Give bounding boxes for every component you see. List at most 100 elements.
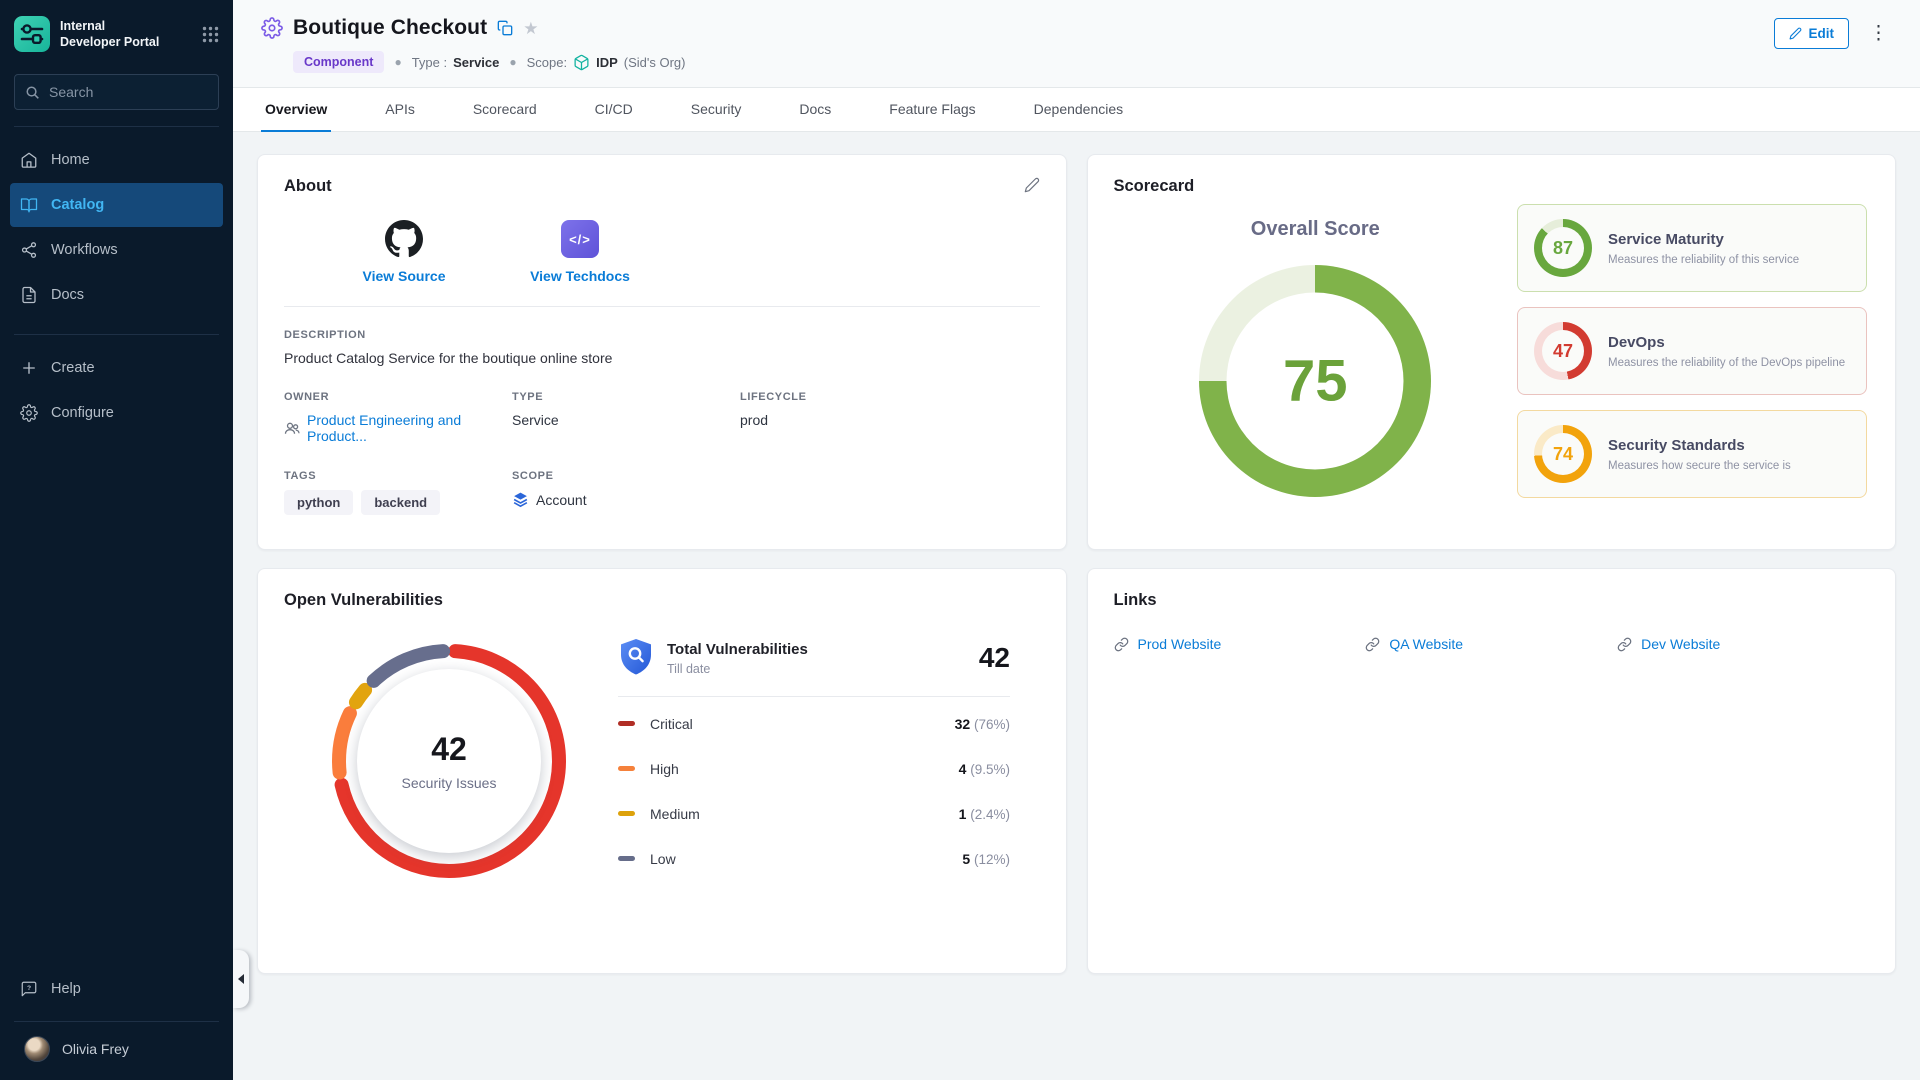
total-vulnerabilities-title: Total Vulnerabilities bbox=[667, 641, 808, 658]
apps-grid-icon[interactable] bbox=[202, 26, 219, 43]
logo-icon bbox=[14, 16, 50, 52]
score-donut: 74 bbox=[1534, 425, 1592, 483]
tab-scorecard[interactable]: Scorecard bbox=[469, 88, 541, 132]
sidebar: Internal Developer Portal Search Home bbox=[0, 0, 233, 1080]
search-input[interactable]: Search bbox=[14, 74, 219, 110]
user-name: Olivia Frey bbox=[62, 1041, 129, 1057]
scope-value: IDP bbox=[596, 55, 618, 70]
score-donut: 47 bbox=[1534, 322, 1592, 380]
copy-icon[interactable] bbox=[497, 20, 513, 36]
app-title: Internal Developer Portal bbox=[60, 18, 159, 51]
legend-row-low: Low 5 (12%) bbox=[618, 836, 1010, 881]
overview-content: About View Source </> View Techdocs DESC… bbox=[233, 132, 1920, 996]
favorite-star-icon[interactable]: ★ bbox=[523, 20, 538, 37]
gear-icon bbox=[20, 404, 38, 422]
tab-docs[interactable]: Docs bbox=[795, 88, 835, 132]
about-divider bbox=[284, 306, 1040, 307]
description-label: DESCRIPTION bbox=[284, 329, 1040, 341]
dot-separator: ● bbox=[394, 55, 401, 69]
sidebar-item-workflows[interactable]: Workflows bbox=[10, 228, 223, 272]
medium-dash-icon bbox=[618, 811, 635, 816]
scorecard-item-security-standards[interactable]: 74 Security Standards Measures how secur… bbox=[1517, 410, 1867, 498]
tab-overview[interactable]: Overview bbox=[261, 88, 331, 132]
scorecard-item-service-maturity[interactable]: 87 Service Maturity Measures the reliabi… bbox=[1517, 204, 1867, 292]
description-value: Product Catalog Service for the boutique… bbox=[284, 350, 1040, 366]
tag-pill[interactable]: python bbox=[284, 490, 353, 515]
logo[interactable]: Internal Developer Portal bbox=[0, 0, 233, 66]
pencil-icon bbox=[1789, 27, 1802, 40]
link-prod-website[interactable]: Prod Website bbox=[1114, 636, 1366, 652]
type-label: Type : bbox=[412, 55, 447, 70]
scope-label: Scope: bbox=[527, 55, 567, 70]
links-card: Links Prod Website QA Website Dev Websit… bbox=[1087, 568, 1897, 974]
sidebar-collapse-handle[interactable] bbox=[233, 950, 249, 1008]
link-icon bbox=[1114, 637, 1129, 652]
view-techdocs-link[interactable]: </> View Techdocs bbox=[492, 220, 668, 284]
help-icon: ? bbox=[20, 980, 38, 998]
tab-feature-flags[interactable]: Feature Flags bbox=[885, 88, 979, 132]
group-icon bbox=[284, 420, 300, 437]
scorecard-item-devops[interactable]: 47 DevOps Measures the reliability of th… bbox=[1517, 307, 1867, 395]
sidebar-nav: Home Catalog Workflows Docs bbox=[0, 137, 233, 318]
sidebar-item-create[interactable]: Create bbox=[10, 346, 223, 390]
sidebar-item-home[interactable]: Home bbox=[10, 138, 223, 182]
vulnerabilities-card: Open Vulnerabilities 42 bbox=[257, 568, 1067, 974]
component-gear-icon bbox=[261, 17, 283, 39]
sidebar-item-catalog[interactable]: Catalog bbox=[10, 183, 223, 227]
layers-icon bbox=[512, 491, 529, 508]
page-header: Boutique Checkout ★ Component ● Type : S… bbox=[233, 0, 1920, 87]
scope-field: SCOPE Account bbox=[512, 470, 740, 515]
link-dev-website[interactable]: Dev Website bbox=[1617, 636, 1869, 652]
about-card: About View Source </> View Techdocs DESC… bbox=[257, 154, 1067, 550]
lifecycle-field: LIFECYCLE prod bbox=[740, 391, 1040, 444]
sidebar-item-help[interactable]: ? Help bbox=[10, 967, 223, 1011]
dot-separator: ● bbox=[509, 55, 516, 69]
entity-tabs: Overview APIs Scorecard CI/CD Security D… bbox=[233, 87, 1920, 132]
github-icon bbox=[385, 220, 423, 258]
entity-meta: Component ● Type : Service ● Scope: IDP … bbox=[293, 51, 686, 73]
overall-score-value: 75 bbox=[1283, 348, 1348, 415]
package-icon bbox=[573, 54, 590, 71]
about-edit-pencil-icon[interactable] bbox=[1024, 177, 1040, 193]
scorecard-title: Scorecard bbox=[1114, 177, 1870, 196]
vulnerabilities-divider bbox=[618, 696, 1010, 697]
vulnerabilities-title: Open Vulnerabilities bbox=[284, 591, 1040, 610]
view-source-link[interactable]: View Source bbox=[316, 220, 492, 284]
high-dash-icon bbox=[618, 766, 635, 771]
sidebar-footer: ? Help Olivia Frey bbox=[0, 966, 233, 1080]
sidebar-item-docs[interactable]: Docs bbox=[10, 273, 223, 317]
low-dash-icon bbox=[618, 856, 635, 861]
tab-cicd[interactable]: CI/CD bbox=[591, 88, 637, 132]
vulnerabilities-donut: 42 Security Issues bbox=[324, 636, 574, 886]
security-issues-count: 42 bbox=[431, 731, 467, 768]
avatar bbox=[24, 1036, 50, 1062]
user-menu[interactable]: Olivia Frey bbox=[0, 1022, 233, 1070]
sidebar-divider bbox=[14, 334, 219, 335]
home-icon bbox=[20, 151, 38, 169]
link-icon bbox=[1365, 637, 1380, 652]
more-options-icon[interactable]: ⋮ bbox=[1865, 22, 1892, 45]
tab-security[interactable]: Security bbox=[687, 88, 746, 132]
main-area: Boutique Checkout ★ Component ● Type : S… bbox=[233, 0, 1920, 1080]
chevron-left-icon bbox=[238, 974, 244, 984]
edit-button[interactable]: Edit bbox=[1774, 18, 1850, 49]
tag-pill[interactable]: backend bbox=[361, 490, 440, 515]
critical-dash-icon bbox=[618, 721, 635, 726]
search-icon bbox=[25, 85, 40, 100]
type-value: Service bbox=[453, 55, 499, 70]
link-qa-website[interactable]: QA Website bbox=[1365, 636, 1617, 652]
owner-link[interactable]: Product Engineering and Product... bbox=[307, 412, 512, 444]
shield-scan-icon bbox=[618, 638, 654, 678]
link-icon bbox=[1617, 637, 1632, 652]
legend-row-high: High 4 (9.5%) bbox=[618, 746, 1010, 791]
page-title: Boutique Checkout bbox=[293, 16, 487, 40]
overall-score-donut: 75 bbox=[1199, 265, 1431, 497]
workflows-icon bbox=[20, 241, 38, 259]
tab-dependencies[interactable]: Dependencies bbox=[1030, 88, 1128, 132]
app-root: Internal Developer Portal Search Home bbox=[0, 0, 1920, 1080]
sidebar-item-configure[interactable]: Configure bbox=[10, 391, 223, 435]
score-donut: 87 bbox=[1534, 219, 1592, 277]
tab-apis[interactable]: APIs bbox=[381, 88, 419, 132]
sidebar-divider bbox=[14, 126, 219, 127]
owner-field: OWNER Product Engineering and Product... bbox=[284, 391, 512, 444]
